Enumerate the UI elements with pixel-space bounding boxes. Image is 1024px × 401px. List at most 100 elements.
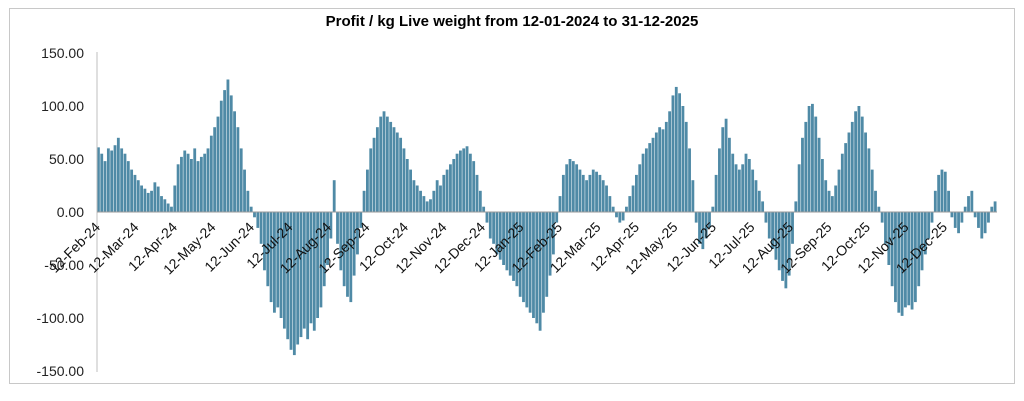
bar: [282, 212, 286, 329]
bar: [724, 118, 728, 212]
bar: [548, 212, 552, 276]
bar: [774, 212, 778, 260]
bar: [146, 192, 150, 212]
bar: [389, 121, 393, 212]
bar: [512, 212, 515, 281]
bar: [156, 186, 160, 212]
bar: [498, 212, 502, 260]
bar: [588, 174, 592, 212]
bar: [555, 212, 559, 223]
bar: [608, 196, 612, 212]
bar: [226, 79, 230, 212]
bar: [913, 212, 917, 303]
bar: [817, 137, 821, 212]
bar: [708, 212, 711, 228]
bar: [488, 212, 492, 239]
bar: [824, 180, 828, 212]
bar: [867, 148, 871, 212]
bar: [834, 185, 838, 212]
bar: [781, 212, 784, 281]
bar: [163, 199, 167, 212]
bar: [668, 111, 672, 212]
bar: [266, 212, 270, 287]
bar: [910, 212, 914, 310]
bar: [452, 159, 456, 212]
bar: [625, 206, 628, 212]
bar: [993, 201, 997, 212]
bar: [967, 196, 970, 212]
bar: [422, 196, 426, 212]
bar: [219, 100, 223, 212]
bar: [728, 137, 731, 212]
bar: [741, 164, 745, 212]
bar: [664, 121, 668, 212]
bar: [840, 153, 844, 212]
bar: [807, 106, 811, 212]
bar: [791, 212, 794, 244]
bar: [907, 212, 911, 306]
bar: [575, 164, 579, 212]
bar: [631, 185, 635, 212]
y-tick-label: -100.00: [37, 310, 85, 326]
bar: [186, 153, 190, 212]
bar: [402, 148, 406, 212]
bar: [681, 106, 685, 212]
bar: [369, 148, 373, 212]
bar: [638, 164, 642, 212]
bar: [110, 150, 114, 212]
bar: [269, 212, 273, 303]
bar: [764, 212, 768, 223]
bar: [787, 212, 791, 276]
bar: [366, 169, 369, 212]
bar: [870, 169, 874, 212]
bar: [216, 116, 220, 212]
bar: [180, 156, 183, 212]
bar: [518, 212, 522, 297]
bar: [618, 212, 622, 223]
bar: [844, 143, 848, 212]
bar: [661, 129, 665, 212]
bar: [455, 153, 459, 212]
bar: [349, 212, 353, 303]
bar: [429, 199, 432, 212]
bar: [578, 169, 582, 212]
bar: [551, 212, 555, 255]
bar: [409, 169, 412, 212]
bar: [445, 169, 449, 212]
bar: [243, 169, 246, 212]
bar: [598, 174, 602, 212]
bar: [678, 93, 681, 212]
bar: [595, 171, 598, 212]
bar: [794, 201, 798, 212]
bar: [292, 212, 296, 356]
bar: [734, 164, 738, 212]
bar: [887, 212, 891, 265]
y-tick-label: -150.00: [37, 363, 85, 379]
bar: [249, 206, 253, 212]
bar: [767, 212, 771, 239]
bar: [545, 212, 549, 297]
bar: [123, 153, 127, 212]
bar: [505, 212, 509, 271]
bar: [860, 116, 864, 212]
bar: [688, 148, 691, 212]
bar: [173, 185, 177, 212]
bar: [568, 159, 572, 212]
bar: [183, 150, 187, 212]
bar: [522, 212, 525, 303]
bar: [385, 116, 389, 212]
bar: [246, 190, 250, 212]
bar: [256, 212, 260, 228]
bar: [857, 106, 861, 212]
bar: [884, 212, 887, 244]
bar: [923, 212, 927, 255]
bar: [814, 116, 818, 212]
bar: [442, 174, 446, 212]
bar: [698, 212, 701, 244]
bar: [542, 212, 545, 313]
bar: [811, 103, 814, 212]
bar: [193, 148, 197, 212]
bar: [472, 161, 476, 212]
bar: [757, 190, 761, 212]
